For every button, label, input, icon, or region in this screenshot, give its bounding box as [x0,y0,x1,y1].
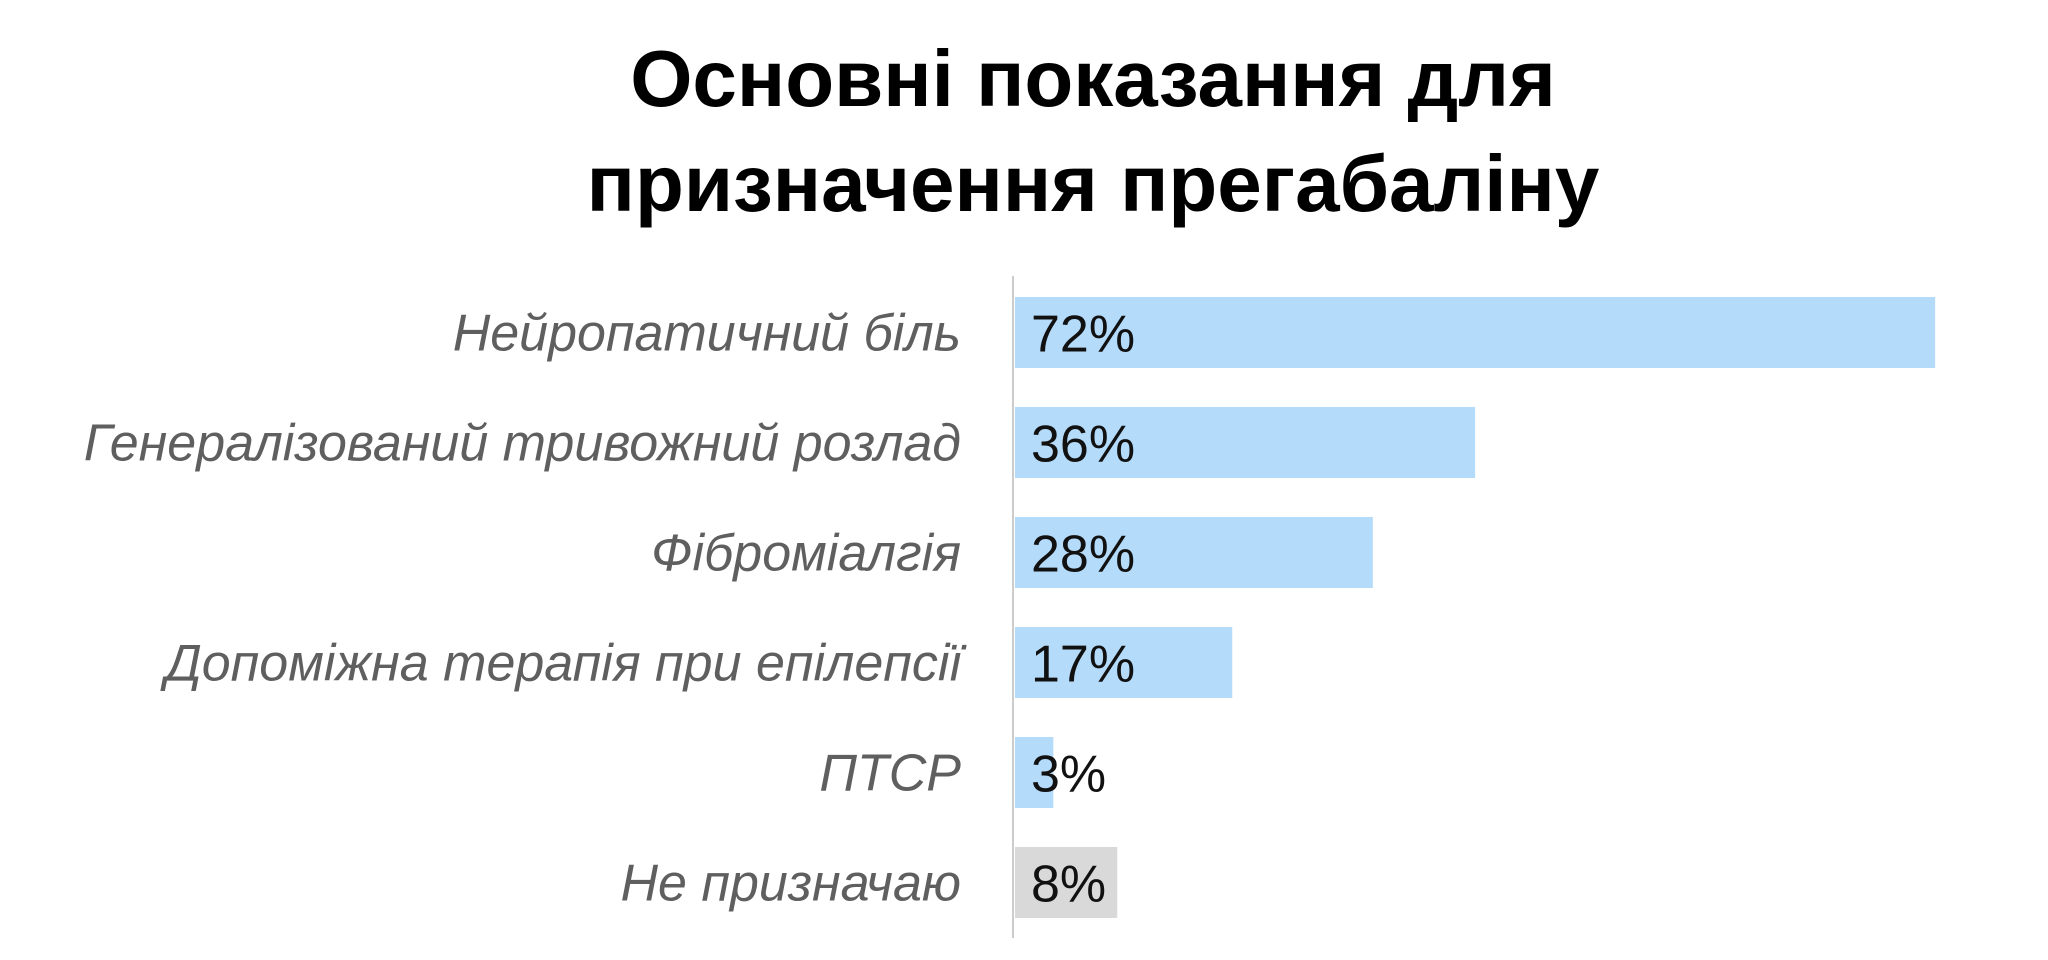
category-label: Не призначаю [620,855,961,913]
bar [1015,737,1054,808]
value-label: 28% [1031,526,1135,584]
bar [1015,407,1476,478]
value-label: 17% [1031,636,1135,694]
bar [1015,297,1936,368]
value-label: 72% [1031,306,1135,364]
category-label: Нейропатичний біль [453,305,961,363]
chart-title-line: Основні показання для [630,34,1556,123]
category-label: Фіброміалгія [651,525,961,583]
chart-title: Основні показання для призначення прегаба… [587,34,1600,228]
value-label: 3% [1031,746,1106,804]
bars [1015,297,1936,918]
value-labels: 72% 36% 28% 17% 3% 8% [1031,306,1135,914]
category-label: Генералізований тривожний розлад [84,415,961,473]
category-label: Допоміжна терапія при епілепсії [160,635,967,693]
category-label: ПТСР [819,745,961,803]
bar [1015,847,1118,918]
value-label: 8% [1031,856,1106,914]
chart-title-line: призначення прегабаліну [587,139,1600,228]
bar [1015,517,1373,588]
value-label: 36% [1031,416,1135,474]
category-labels: Нейропатичний біль Генералізований тривож… [84,305,968,913]
bar [1015,627,1233,698]
